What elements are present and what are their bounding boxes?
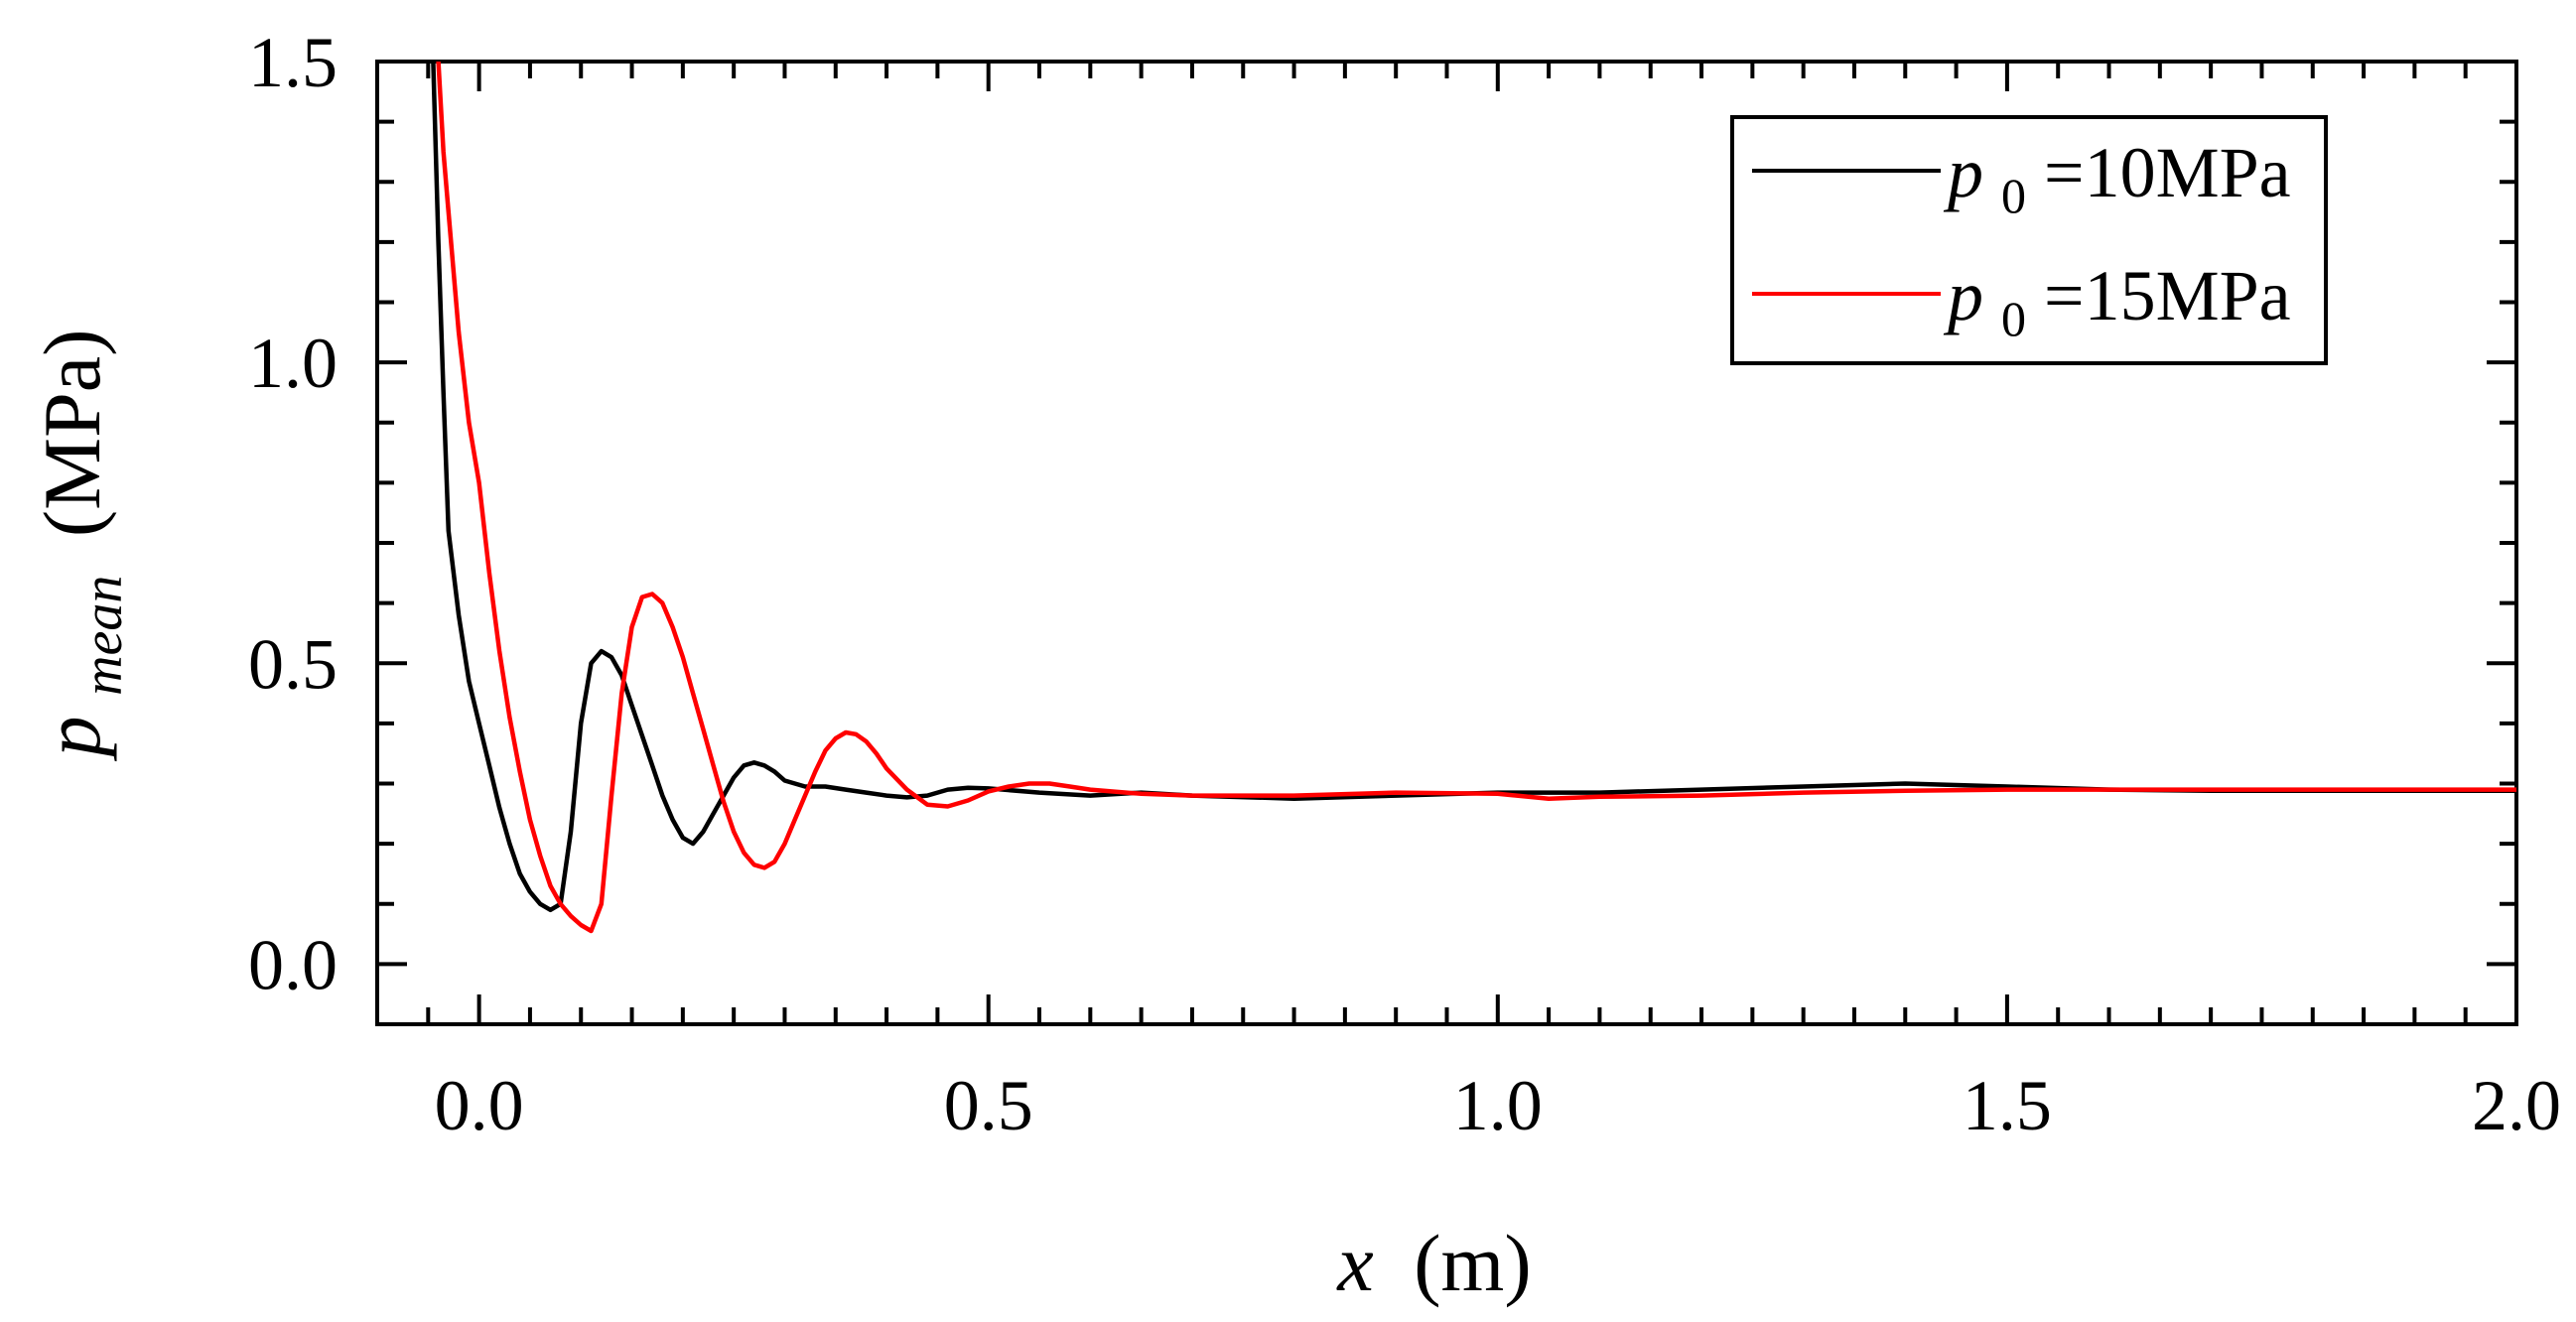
y-tick-label: 1.5 <box>248 23 338 102</box>
y-tick-label: 0.0 <box>248 925 338 1004</box>
x-tick-label: 2.0 <box>2472 1066 2561 1145</box>
series-layer <box>431 62 2516 934</box>
y-axis-label-subscript: mean <box>72 576 134 696</box>
y-tick-label: 0.5 <box>248 624 338 704</box>
y-axis-label: p mean (MPa) <box>27 330 139 762</box>
x-axis-ticks: 0.0 0.5 1.0 1.5 2.0 <box>426 62 2561 1145</box>
x-tick-label: 0.5 <box>944 1066 1033 1145</box>
legend-box <box>1730 115 2328 365</box>
legend-label-series-1-text: =10MPa <box>2044 133 2291 212</box>
y-axis-label-symbol: p <box>27 716 117 761</box>
x-tick-label: 0.0 <box>435 1066 524 1145</box>
y-axis-label-unit: (MPa) <box>27 330 117 538</box>
legend-label-series-2: p 0 =15MPa <box>1943 256 2291 351</box>
x-tick-label: 1.0 <box>1453 1066 1543 1145</box>
x-tick-label: 1.5 <box>1963 1066 2052 1145</box>
legend-label-series-1-subscript: 0 <box>2001 168 2026 223</box>
x-axis-label-symbol: x <box>1336 1218 1373 1308</box>
y-axis-ticks: 0.0 0.5 1.0 1.5 <box>248 23 2516 1004</box>
legend-label-series-1-symbol: p <box>1943 133 1983 212</box>
x-axis-label-unit: (m) <box>1414 1218 1531 1308</box>
series-line-2 <box>436 62 2516 934</box>
legend-label-series-2-symbol: p <box>1943 256 1983 335</box>
legend-label-series-2-subscript: 0 <box>2001 291 2026 346</box>
legend-label-series-2-text: =15MPa <box>2044 256 2291 335</box>
legend-label-series-1: p 0 =10MPa <box>1943 133 2291 228</box>
legend: p 0 =10MPa p 0 =15MPa <box>1730 115 2328 365</box>
x-axis-label: x (m) <box>1336 1218 1531 1308</box>
y-tick-label: 1.0 <box>248 324 338 403</box>
